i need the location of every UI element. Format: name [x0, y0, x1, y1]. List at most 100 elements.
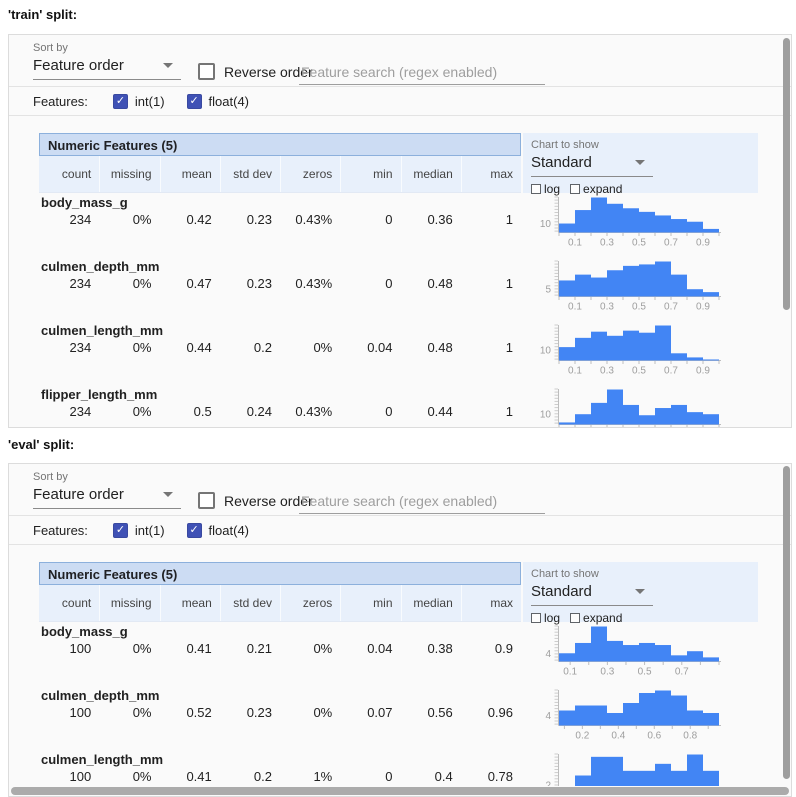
expand-label: expand — [583, 611, 623, 625]
numeric-features-table-header: Numeric Features (5) count missing mean … — [39, 133, 521, 193]
x-axis-label: 0.3 — [600, 667, 614, 678]
sort-by-select[interactable]: Feature order — [33, 54, 181, 80]
unchecked-checkbox-icon — [198, 63, 215, 80]
column-header-missing: missing — [99, 156, 159, 192]
feature-histogram[interactable]: 5 0.1 0.3 0.5 0.7 0.9 — [523, 257, 758, 321]
feature-row: flipper_length_mm 234 0% 0.5 0.24 0.43% 0 0.44 1… — [39, 385, 791, 427]
x-axis-label: 0.7 — [664, 366, 678, 377]
feature-histogram[interactable]: 100.10.30.50.70.9 — [523, 385, 758, 427]
y-axis-label: 4 — [545, 649, 551, 660]
histogram-bar — [687, 412, 703, 425]
stat-value: 0.78 — [487, 769, 513, 784]
sort-by-label: Sort by — [33, 42, 68, 54]
histogram-bar — [559, 280, 575, 297]
histogram-bar — [575, 705, 591, 726]
stat-value: 0% — [313, 705, 333, 720]
chart-type-value: Standard — [531, 154, 592, 171]
chart-type-select[interactable]: Standard — [531, 151, 653, 177]
chart-type-select[interactable]: Standard — [531, 580, 653, 606]
feature-type-filter-bar: Features: int(1) float(4) — [9, 87, 791, 116]
histogram-svg: 10 0.1 0.3 0.5 0.7 0.9 — [540, 324, 721, 377]
feature-histogram[interactable]: 4 0.1 0.3 0.5 0.7 — [523, 622, 758, 686]
stat-value: 0.5 — [193, 404, 212, 419]
feature-name: flipper_length_mm — [41, 387, 158, 402]
x-axis-label: 0.5 — [632, 238, 646, 249]
histogram-bar — [671, 655, 687, 662]
filter-int-checkbox[interactable]: int(1) — [112, 522, 165, 538]
reverse-order-checkbox[interactable]: Reverse order — [198, 492, 313, 509]
checked-checkbox-icon — [112, 93, 128, 109]
feature-rows: body_mass_g 100 0% 0.41 0.21 0% 0.04 0.38 0.9 4 0.… — [39, 622, 791, 796]
histogram-bar — [703, 359, 719, 361]
log-checkbox[interactable]: log — [531, 182, 560, 196]
filter-int-checkbox[interactable]: int(1) — [112, 93, 165, 109]
x-axis-label: 0.2 — [575, 731, 589, 742]
x-axis-label: 0.3 — [600, 238, 614, 249]
stat-value: 0.43% — [295, 212, 333, 227]
histogram-bar — [623, 208, 639, 233]
feature-search-input[interactable] — [299, 489, 545, 514]
expand-checkbox[interactable]: expand — [570, 182, 622, 196]
histogram-bar — [591, 756, 607, 790]
stat-value: 0.4 — [434, 769, 453, 784]
column-header-max: max — [460, 585, 521, 621]
stat-value: 0.2 — [253, 340, 272, 355]
stat-value: 0 — [385, 276, 393, 291]
histogram-bar — [687, 710, 703, 726]
x-axis-label: 0.1 — [568, 238, 582, 249]
histogram-bar — [671, 695, 687, 726]
filter-int-label: int(1) — [134, 93, 165, 109]
feature-name: culmen_depth_mm — [41, 688, 160, 703]
feature-histogram[interactable]: 4 0.2 0.4 0.6 0.8 — [523, 686, 758, 750]
histogram-bar — [607, 335, 623, 361]
dropdown-caret-icon — [163, 492, 173, 497]
histogram-bar — [639, 415, 655, 425]
sort-by-select[interactable]: Feature order — [33, 483, 181, 509]
stat-value: 234 — [69, 276, 92, 291]
histogram-bar — [703, 414, 719, 425]
log-checkbox[interactable]: log — [531, 611, 560, 625]
x-axis-label: 0.6 — [647, 731, 661, 742]
histogram-bar — [703, 657, 719, 662]
stat-value: 0 — [385, 212, 393, 227]
filter-float-checkbox[interactable]: float(4) — [186, 522, 249, 538]
histogram-bar — [639, 211, 655, 233]
histogram-bar — [687, 221, 703, 233]
stat-value: 0.43% — [295, 404, 333, 419]
x-axis-label: 0.8 — [683, 731, 697, 742]
feature-stats: culmen_length_mm 100 0% 0.41 0.2 1% 0 0.4 0.78 — [39, 750, 521, 796]
numeric-features-section: Numeric Features (5) count missing mean … — [9, 545, 791, 796]
stat-value: 0% — [132, 340, 152, 355]
feature-stats: culmen_length_mm 234 0% 0.44 0.2 0% 0.04 0.48 1 — [39, 321, 521, 385]
histogram-bar — [559, 710, 575, 726]
feature-name: body_mass_g — [41, 195, 128, 210]
feature-search-input[interactable] — [299, 60, 545, 85]
chart-controls: Chart to show Standard log expand — [523, 562, 758, 625]
feature-stats: culmen_depth_mm 100 0% 0.52 0.23 0% 0.07 0.56 0.… — [39, 686, 521, 750]
horizontal-scrollbar-track — [9, 786, 791, 796]
controls-bar: Sort by Feature order Reverse order — [9, 464, 791, 516]
histogram-bar — [655, 215, 671, 233]
checked-checkbox-icon — [112, 522, 128, 538]
histogram-bar — [703, 228, 719, 233]
feature-stats: body_mass_g 234 0% 0.42 0.23 0.43% 0 0.36 1 — [39, 193, 521, 257]
stat-value: 0% — [313, 340, 333, 355]
horizontal-scrollbar-thumb[interactable] — [11, 787, 789, 795]
stat-value: 1 — [505, 212, 513, 227]
chart-to-show-label: Chart to show — [531, 568, 599, 580]
histogram-bar — [655, 261, 671, 297]
expand-checkbox[interactable]: expand — [570, 611, 622, 625]
stat-value: 0.38 — [427, 641, 453, 656]
vertical-scrollbar-thumb[interactable] — [783, 466, 790, 779]
feature-name: culmen_length_mm — [41, 752, 164, 767]
unchecked-checkbox-icon — [570, 184, 581, 194]
filter-float-checkbox[interactable]: float(4) — [186, 93, 249, 109]
vertical-scrollbar-thumb[interactable] — [783, 38, 790, 310]
reverse-order-checkbox[interactable]: Reverse order — [198, 63, 313, 80]
feature-stat-values: 234 0% 0.42 0.23 0.43% 0 0.36 1 — [39, 212, 521, 227]
column-header-min: min — [340, 585, 400, 621]
histogram-bar — [591, 705, 607, 726]
column-header-row: count missing mean std dev zeros min med… — [39, 156, 521, 193]
